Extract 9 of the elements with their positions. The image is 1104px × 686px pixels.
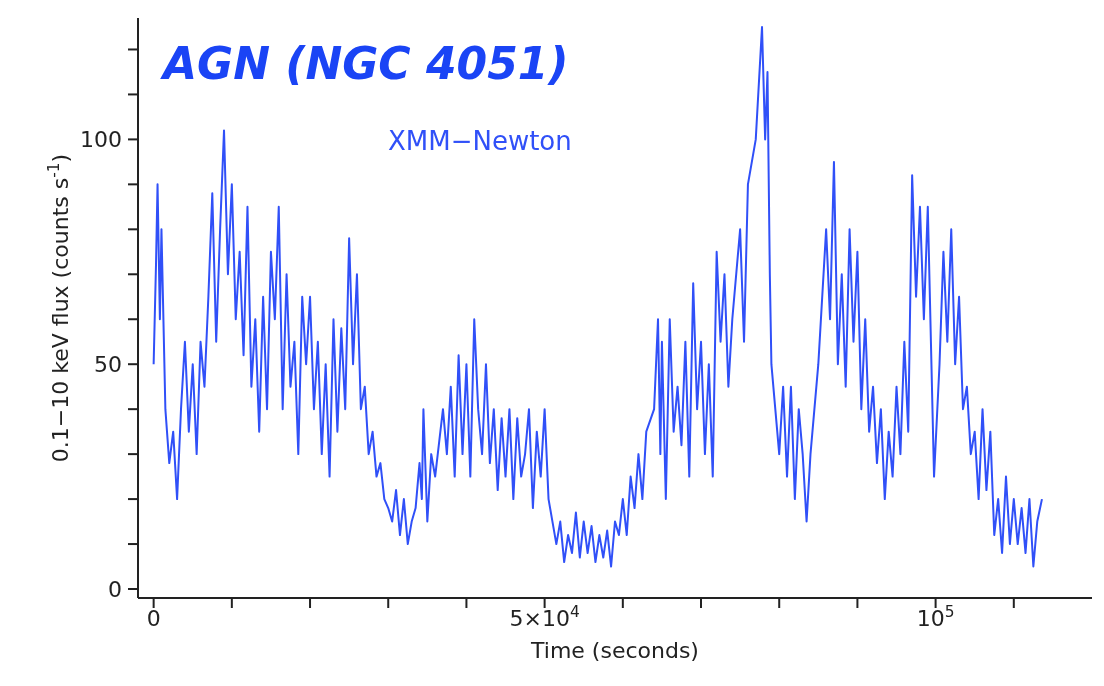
x-tick-label: 5×10$^{4}$: [509, 603, 580, 631]
x-tick-label: 10$^{5}$: [916, 603, 955, 631]
x-tick-label: 0: [146, 606, 161, 631]
y-tick-label: 0: [108, 576, 122, 602]
line-series: [152, 25, 1043, 568]
annotation: XMM−Newton: [388, 126, 572, 156]
y-tick-label: 50: [94, 351, 122, 377]
x-axis-title: Time (seconds): [530, 638, 699, 663]
y-tick-label: 100: [80, 127, 122, 153]
